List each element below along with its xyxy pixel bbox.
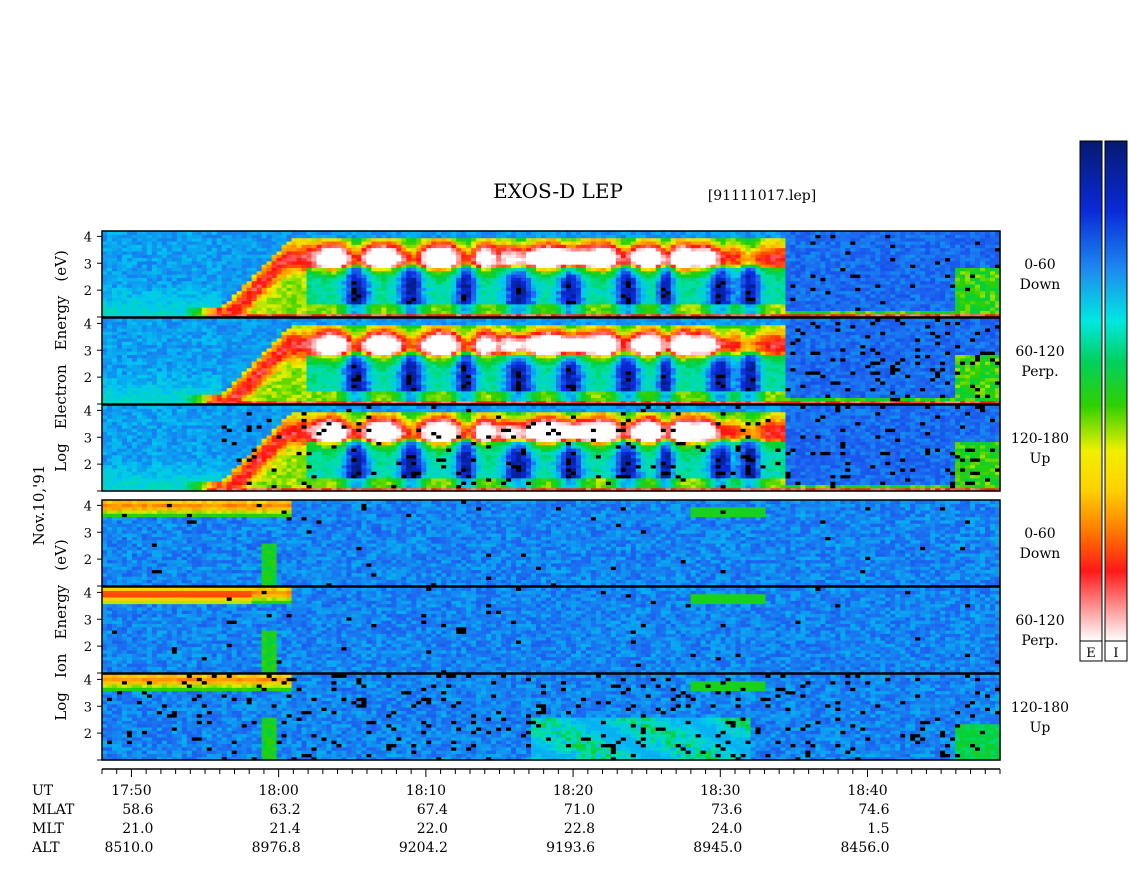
time-axis: 17:50 18:00 18:10 18:20 18:30 18:40 <box>101 768 1001 799</box>
time-tick-label: 18:30 <box>700 783 740 799</box>
ephemeris-alt-value: 8945.0 <box>693 840 742 856</box>
y-tick-label: 3 <box>84 526 92 541</box>
ephemeris-mlat-value: 58.6 <box>122 802 153 818</box>
panels-group: 2 3 4 2 3 4 2 3 4 2 3 4 2 3 4 2 3 4 <box>84 230 1001 761</box>
panel-angle-label: 0-60 <box>1024 526 1055 542</box>
panel-electron-down: 2 3 4 <box>84 230 1001 318</box>
y-tick-label: 4 <box>84 499 92 514</box>
time-tick-label: 18:10 <box>406 783 446 799</box>
y-tick-label: 4 <box>84 404 92 419</box>
file-label: [91111017.lep] <box>708 188 816 204</box>
panel-ion-perp: 2 3 4 <box>84 586 1001 674</box>
panel-ion-down: 2 3 4 <box>84 499 1001 587</box>
y-tick-label: 4 <box>84 230 92 245</box>
ephemeris-alt-name: ALT <box>31 840 60 856</box>
y-tick-label: 3 <box>84 700 92 715</box>
panel-frame <box>101 673 1001 761</box>
panel-direction-label: Up <box>1030 451 1051 467</box>
panel-electron-up: 2 3 4 <box>84 404 1001 492</box>
y-tick-label: 2 <box>84 640 92 655</box>
ephemeris-alt-value: 9193.6 <box>546 840 595 856</box>
ephemeris-alt-value: 8976.8 <box>252 840 301 856</box>
panel-frame <box>101 404 1001 492</box>
ephemeris-mlt-value: 22.8 <box>564 821 595 837</box>
chart-title: EXOS-D LEP <box>493 179 623 203</box>
y-tick-label: 4 <box>84 586 92 601</box>
date-label: Nov.10,'91 <box>30 465 48 546</box>
ion-group-label: LogIonEnergy(eV) <box>52 539 70 720</box>
ephemeris-alt-value: 9204.2 <box>399 840 448 856</box>
ephemeris-mlt-value: 1.5 <box>867 821 889 837</box>
ephemeris-mlat-value: 71.0 <box>564 802 595 818</box>
ephemeris-alt-value: 8456.0 <box>841 840 890 856</box>
ephemeris-mlt-value: 21.4 <box>269 821 300 837</box>
time-tick-label: 18:20 <box>553 783 593 799</box>
panel-frame <box>101 230 1001 318</box>
y-tick-label: 4 <box>84 317 92 332</box>
y-tick-label: 3 <box>84 257 92 272</box>
y-tick-label: 3 <box>84 613 92 628</box>
y-tick-label: 2 <box>84 284 92 299</box>
time-axis-unit: UT <box>32 783 54 799</box>
colorbar-ion-label-box <box>1104 640 1128 662</box>
ephemeris-alt-value: 8510.0 <box>104 840 153 856</box>
ephemeris-mlat-value: 73.6 <box>711 802 742 818</box>
y-tick-label: 3 <box>84 344 92 359</box>
colorbar-electron-label: E <box>1086 646 1096 661</box>
panel-angle-label: 0-60 <box>1024 257 1055 273</box>
labels-group: 0-60 Down 60-120 Perp. 120-180 Up 0-60 Down 60-1… <box>30 250 1069 736</box>
electron-group-label: LogElectronEnergy(eV) <box>52 250 70 472</box>
ephemeris-mlt-value: 24.0 <box>711 821 742 837</box>
panel-direction-label: Perp. <box>1021 633 1058 649</box>
ephemeris-mlat-value: 74.6 <box>858 802 889 818</box>
time-tick-label: 17:50 <box>111 783 151 799</box>
ephemeris-mlat-value: 63.2 <box>269 802 300 818</box>
panel-frame <box>101 586 1001 674</box>
panel-angle-label: 60-120 <box>1015 344 1064 360</box>
panel-angle-label: 60-120 <box>1015 613 1064 629</box>
panel-direction-label: Down <box>1020 546 1061 562</box>
y-tick-label: 2 <box>84 371 92 386</box>
ephemeris-mlt-name: MLT <box>32 821 64 837</box>
colorbar-ion <box>1104 140 1128 642</box>
panel-frame <box>101 317 1001 405</box>
panel-electron-perp: 2 3 4 <box>84 317 1001 405</box>
colorbar-ion-label: I <box>1113 646 1118 661</box>
ephemeris-mlat-value: 67.4 <box>417 802 448 818</box>
y-tick-label: 4 <box>84 673 92 688</box>
panel-frame <box>101 499 1001 587</box>
ephemeris-table: MLAT 58.6 63.2 67.4 71.0 73.6 74.6 MLT 21.0 21.4 2… <box>31 802 890 856</box>
panel-direction-label: Perp. <box>1021 364 1058 380</box>
time-tick-label: 18:00 <box>258 783 298 799</box>
ephemeris-mlat-name: MLAT <box>32 802 75 818</box>
colorbar-electron <box>1079 140 1103 642</box>
panel-angle-label: 120-180 <box>1011 431 1069 447</box>
ephemeris-mlt-value: 22.0 <box>417 821 448 837</box>
y-tick-label: 3 <box>84 431 92 446</box>
y-tick-label: 2 <box>84 458 92 473</box>
panel-direction-label: Up <box>1030 720 1051 736</box>
colorbar-electron-label-box <box>1079 640 1103 662</box>
panel-direction-label: Down <box>1020 277 1061 293</box>
y-tick-label: 2 <box>84 727 92 742</box>
panel-angle-label: 120-180 <box>1011 700 1069 716</box>
ephemeris-mlt-value: 21.0 <box>122 821 153 837</box>
time-tick-label: 18:40 <box>847 783 887 799</box>
panel-ion-up: 2 3 4 <box>84 673 1001 761</box>
y-tick-label: 2 <box>84 553 92 568</box>
